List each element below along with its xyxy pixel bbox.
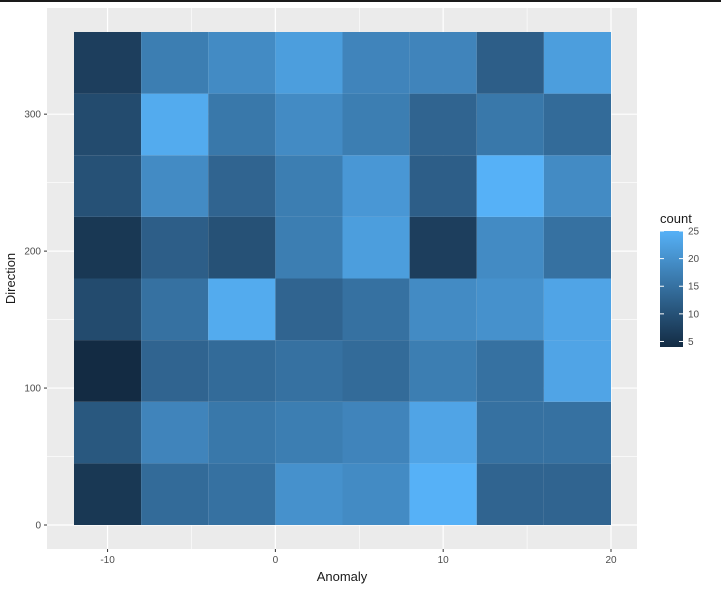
heatmap-tile (141, 93, 209, 156)
heatmap-tile (476, 463, 544, 525)
y-axis: 0 100 200 300 (24, 110, 47, 532)
heatmap-tile (409, 463, 477, 525)
heatmap-tile (208, 155, 276, 217)
heatmap-tile (275, 155, 343, 217)
legend-title: count (660, 211, 692, 226)
heatmap-tile (141, 216, 209, 279)
heatmap-tile (543, 340, 611, 402)
heatmap-tile (275, 32, 343, 94)
heatmap-tile (342, 32, 410, 94)
heatmap-tile (74, 340, 142, 402)
color-legend: count 5 10 15 20 25 (660, 211, 700, 348)
heatmap-tile (208, 463, 276, 525)
heatmap-tile (275, 401, 343, 464)
heatmap-tile (74, 32, 142, 94)
legend-tick-label: 10 (688, 309, 700, 320)
x-tick-label: -10 (100, 555, 115, 566)
heatmap-tile (208, 93, 276, 156)
heatmap-tile (342, 401, 410, 464)
heatmap-tile (543, 278, 611, 341)
heatmap-tile (208, 278, 276, 341)
heatmap-tile (141, 401, 209, 464)
heatmap-tile (208, 401, 276, 464)
heatmap-tile (141, 155, 209, 217)
heatmap-tile (409, 32, 477, 94)
heatmap-tile (342, 155, 410, 217)
heatmap-tile (476, 155, 544, 217)
legend-tick-label: 15 (688, 282, 700, 293)
heatmap-tile (409, 401, 477, 464)
heatmap-tile (208, 216, 276, 279)
heatmap-tile (74, 463, 142, 525)
heatmap-tile (543, 463, 611, 525)
heatmap-tile (342, 278, 410, 341)
heatmap-tile (342, 93, 410, 156)
heatmap-tile (409, 93, 477, 156)
heatmap-tile (74, 93, 142, 156)
heatmap-tile (141, 278, 209, 341)
heatmap-tile (342, 216, 410, 279)
x-tick-label: 10 (438, 555, 450, 566)
heatmap-tile (476, 340, 544, 402)
heatmap-tile (74, 155, 142, 217)
heatmap-tile (342, 340, 410, 402)
y-tick-label: 200 (24, 247, 41, 258)
heatmap-tile (543, 93, 611, 156)
heatmap-tile (275, 216, 343, 279)
heatmap-tile (409, 340, 477, 402)
legend-ticks: 5 10 15 20 25 (660, 227, 700, 348)
heatmap-tile (476, 401, 544, 464)
heatmap-tile (543, 216, 611, 279)
legend-tick-label: 20 (688, 254, 700, 265)
heatmap-tile (275, 340, 343, 402)
heatmap-tile (141, 32, 209, 94)
heatmap-tile (543, 32, 611, 94)
top-border-line (0, 0, 721, 2)
x-axis: -10 0 10 20 (100, 549, 617, 566)
heatmap-tile (208, 32, 276, 94)
y-tick-label: 0 (35, 521, 41, 532)
y-tick-label: 300 (24, 110, 41, 121)
legend-tick-label: 25 (688, 227, 700, 238)
heatmap-tile (275, 463, 343, 525)
heatmap-tile (409, 278, 477, 341)
legend-colorbar (660, 231, 683, 347)
heatmap-tile (275, 93, 343, 156)
heatmap-tile (342, 463, 410, 525)
heatmap-tile (141, 340, 209, 402)
heatmap-tile (275, 278, 343, 341)
heatmap-tile (141, 463, 209, 525)
x-axis-title: Anomaly (317, 569, 368, 584)
y-tick-label: 100 (24, 384, 41, 395)
heatmap-tile (74, 216, 142, 279)
heatmap-tile (74, 278, 142, 341)
legend-tick-label: 5 (688, 337, 694, 348)
heatmap-tile (409, 155, 477, 217)
heatmap-tiles (74, 32, 611, 525)
heatmap-tile (476, 32, 544, 94)
heatmap-tile (208, 340, 276, 402)
heatmap-tile (543, 155, 611, 217)
heatmap-tile (476, 216, 544, 279)
heatmap-tile (476, 93, 544, 156)
y-axis-title: Direction (3, 253, 18, 304)
heatmap-tile (409, 216, 477, 279)
heatmap-tile (543, 401, 611, 464)
x-tick-label: 20 (605, 555, 617, 566)
heatmap-tile (476, 278, 544, 341)
x-tick-label: 0 (273, 555, 279, 566)
heatmap-tile (74, 401, 142, 464)
